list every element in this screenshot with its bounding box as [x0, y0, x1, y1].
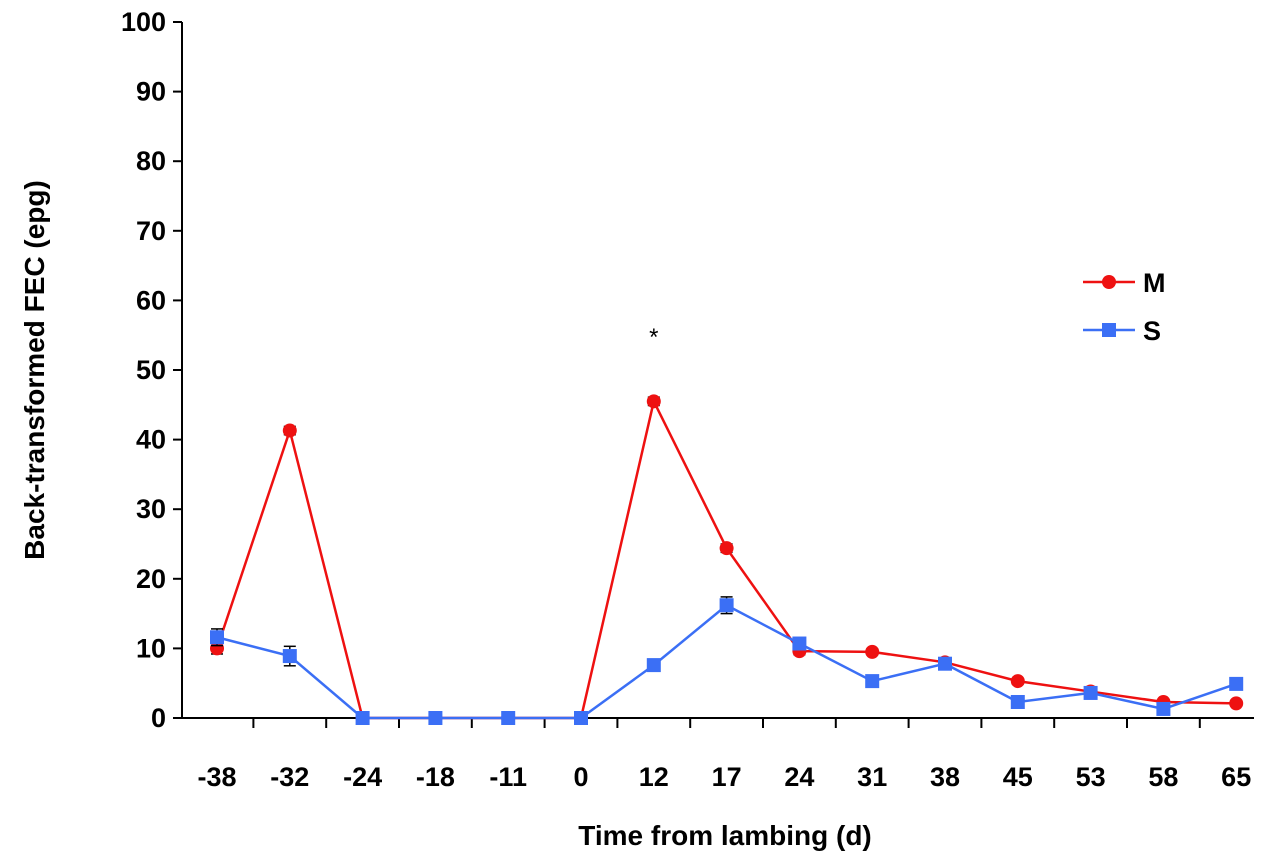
- y-tick-label: 90: [136, 77, 166, 107]
- series-layer: [210, 394, 1244, 725]
- data-point: [282, 423, 297, 438]
- x-tick-label: -32: [270, 762, 309, 792]
- data-point: [719, 598, 734, 613]
- x-tick-label: 45: [1003, 762, 1033, 792]
- data-point: [938, 656, 952, 671]
- x-tick-label: 38: [930, 762, 960, 792]
- y-tick-label: 10: [136, 633, 166, 663]
- data-point: [865, 674, 880, 689]
- data-point: [282, 649, 297, 664]
- y-tick-label: 50: [136, 355, 166, 385]
- data-point: [1010, 694, 1025, 709]
- x-tick-label: 65: [1221, 762, 1251, 792]
- y-tick-label: 100: [121, 7, 166, 37]
- x-tick-label: -24: [343, 762, 382, 792]
- data-point: [792, 636, 807, 651]
- x-tick-label: 31: [857, 762, 887, 792]
- x-tick-label: -38: [197, 762, 236, 792]
- data-point: [1229, 696, 1244, 711]
- y-tick-label: 80: [136, 146, 166, 176]
- x-tick-label: 17: [712, 762, 742, 792]
- data-point: [719, 541, 734, 556]
- x-tick-label: 12: [639, 762, 669, 792]
- y-tick-label: 20: [136, 564, 166, 594]
- y-tick-label: 60: [136, 285, 166, 315]
- annotations: *: [649, 324, 658, 351]
- y-axis: 0 10 20 30 40 50 60 70 80 90 100: [121, 7, 183, 733]
- y-tick-label: 40: [136, 425, 166, 455]
- series-line: [216, 603, 1237, 720]
- data-point: [210, 630, 224, 645]
- x-tick-label: 53: [1076, 762, 1106, 792]
- data-point: [1010, 674, 1025, 689]
- y-tick-label: 30: [136, 494, 166, 524]
- x-tick-label: -11: [489, 762, 527, 792]
- legend: MS: [1083, 268, 1166, 346]
- data-point: [646, 394, 661, 409]
- data-point: [1156, 701, 1171, 716]
- legend-marker: [1102, 323, 1116, 337]
- legend-item: S: [1083, 316, 1161, 346]
- significance-marker: *: [649, 324, 658, 351]
- data-point: [501, 711, 516, 725]
- x-tick-label: 24: [784, 762, 814, 792]
- x-tick-label: 58: [1148, 762, 1178, 792]
- x-tick-label: 0: [573, 762, 588, 792]
- legend-marker: [1102, 275, 1116, 289]
- legend-label: M: [1143, 268, 1166, 298]
- series-S: [210, 596, 1244, 725]
- data-point: [646, 658, 661, 673]
- data-point: [428, 711, 443, 725]
- y-tick-label: 0: [151, 703, 166, 733]
- y-tick-label: 70: [136, 216, 166, 246]
- data-point: [355, 711, 370, 725]
- data-point: [865, 644, 880, 659]
- x-tick-label: -18: [416, 762, 455, 792]
- x-axis: -38 -32 -24 -18 -11 0 12 17 24 31 38 45 53 58 65: [182, 717, 1254, 792]
- legend-item: M: [1083, 268, 1166, 298]
- legend-label: S: [1143, 316, 1161, 346]
- data-point: [1083, 685, 1098, 700]
- series-line: [215, 397, 1237, 720]
- data-point: [574, 711, 588, 725]
- x-axis-title: Time from lambing (d): [578, 820, 872, 851]
- y-axis-title: Back-transformed FEC (epg): [19, 180, 50, 560]
- data-point: [1229, 676, 1244, 691]
- series-M: [210, 394, 1244, 725]
